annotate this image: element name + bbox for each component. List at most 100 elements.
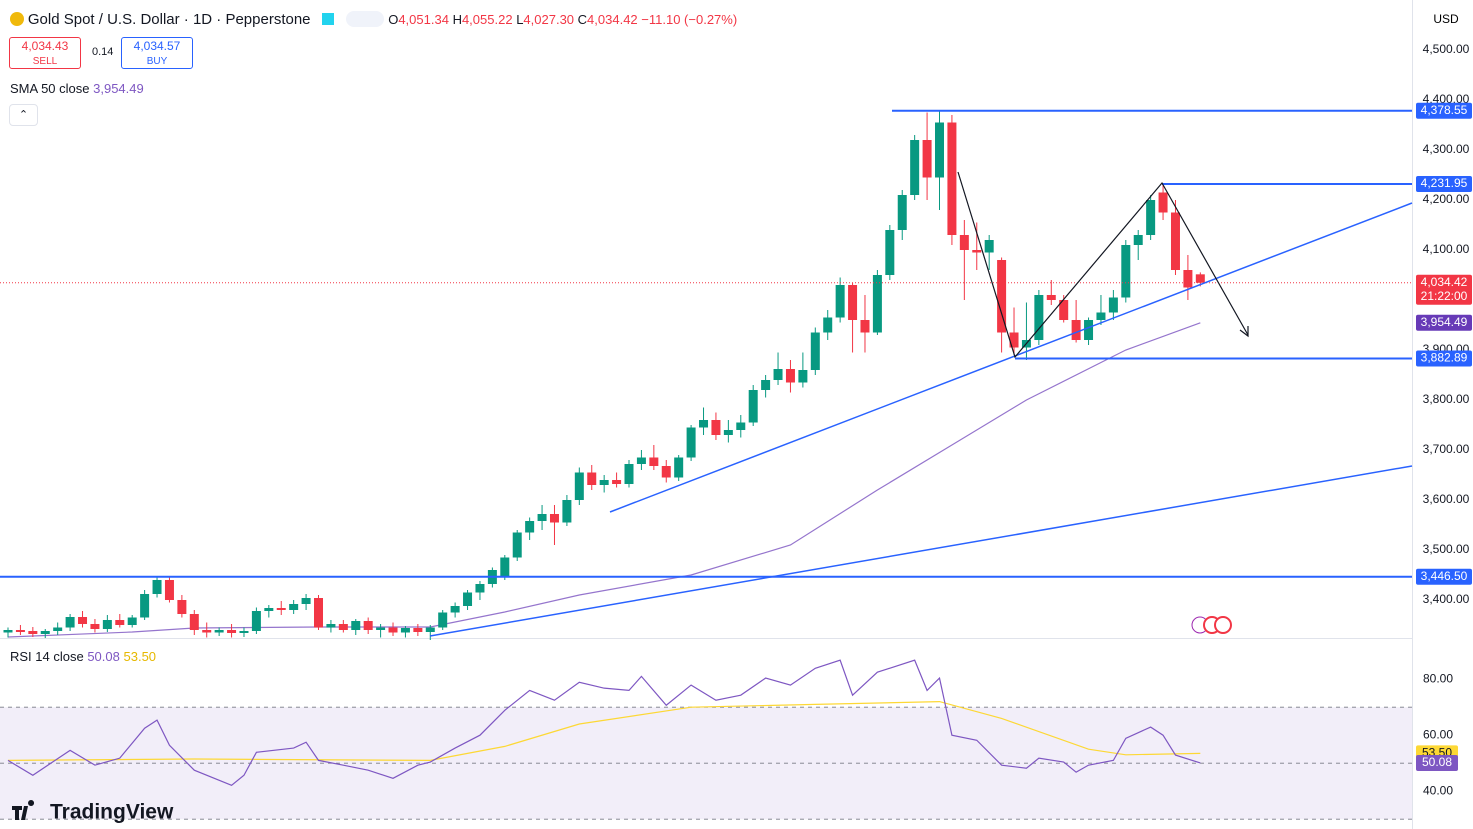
candle-body — [1071, 320, 1081, 340]
candle-body — [922, 140, 932, 178]
current-price-bg — [1416, 274, 1472, 305]
pattern-line — [957, 171, 1249, 359]
candle-body — [376, 627, 386, 630]
brand-logo: TradingView — [12, 800, 174, 824]
rsi-value: 50.08 — [87, 649, 120, 664]
ohlc-letter: O — [388, 12, 399, 27]
candle-body — [649, 457, 659, 466]
flag-icon — [322, 13, 335, 25]
candle-body — [587, 472, 597, 485]
candle-body — [400, 628, 410, 633]
y-tick-label: 3,400.00 — [1423, 592, 1470, 606]
sell-label: SELL — [32, 56, 58, 67]
candle-body — [1195, 274, 1205, 283]
candle-body — [525, 521, 535, 533]
buy-button[interactable]: 4,034.57 BUY — [121, 37, 193, 69]
candle-body — [711, 420, 721, 435]
candle-body — [624, 464, 634, 484]
candle-body — [562, 500, 572, 523]
y-tick-label: 4,100.00 — [1423, 242, 1470, 256]
level-label: 4,231.95 — [1421, 176, 1468, 190]
candle-body — [959, 235, 969, 250]
candle-body — [463, 592, 473, 606]
currency[interactable]: USD — [1433, 12, 1459, 26]
candle-body — [612, 480, 622, 484]
arrow-head — [1239, 326, 1249, 338]
rsi-ma-line — [7, 700, 1201, 762]
candle-body — [326, 624, 336, 628]
rsi-tick-label: 40.00 — [1423, 783, 1453, 797]
candle-body — [239, 631, 249, 633]
candle-body — [674, 457, 684, 478]
candle-body — [1084, 320, 1094, 340]
sell-price: 4,034.43 — [21, 39, 69, 53]
candle-body — [15, 630, 25, 632]
candle-body — [823, 317, 833, 333]
sma-label: 3,954.49 — [1421, 315, 1468, 329]
sma-legend[interactable]: SMA 50 close 3,954.49 — [10, 81, 144, 96]
rsi-label-bg — [1416, 754, 1458, 771]
y-tick-label: 3,800.00 — [1423, 392, 1470, 406]
rsi-label: 50.08 — [1422, 755, 1452, 769]
buy-label: BUY — [146, 56, 168, 67]
candle-body — [860, 320, 870, 333]
candle-body — [872, 275, 882, 333]
candle-body — [65, 617, 75, 628]
event-icon[interactable] — [1214, 616, 1232, 634]
level-label-bg — [1416, 350, 1472, 367]
trend-line — [429, 465, 1413, 637]
candle-body — [748, 390, 758, 423]
candle-body — [773, 369, 783, 380]
candle-body — [78, 617, 88, 624]
level-label-bg — [1416, 102, 1472, 119]
candle-body — [475, 584, 485, 593]
ohlc-letter: L — [516, 12, 524, 27]
candle-body — [202, 630, 212, 633]
candle-body — [1158, 192, 1168, 213]
candle-body — [251, 611, 261, 631]
logo-mark — [12, 800, 35, 820]
collapse-button[interactable]: ⌃ — [9, 104, 38, 126]
candle-body — [736, 422, 746, 430]
candle-body — [1121, 245, 1131, 298]
candle-body — [102, 620, 112, 629]
sma-line — [7, 322, 1201, 638]
level-label-bg — [1416, 568, 1472, 585]
candle-body — [438, 612, 448, 628]
candle-body — [935, 122, 944, 178]
rsi-legend[interactable]: RSI 14 close 50.08 53.50 — [10, 649, 156, 664]
candle-body — [425, 627, 435, 632]
trend-line — [609, 202, 1413, 513]
y-tick-label: 4,300.00 — [1423, 142, 1470, 156]
ohlc-value: 4,034.42 — [587, 12, 638, 27]
status-icons — [346, 11, 385, 27]
ohlc: O4,051.34 H4,055.22 L4,027.30 C4,034.42 … — [388, 12, 737, 27]
candle-body — [140, 594, 150, 618]
rsi-ma-value: 53.50 — [123, 649, 157, 664]
y-tick-label: 4,500.00 — [1423, 42, 1470, 56]
rsi-tick-label: 60.00 — [1423, 727, 1453, 741]
candle-body — [1133, 235, 1143, 245]
candle-body — [351, 621, 361, 630]
sma-value: 3,954.49 — [93, 81, 144, 96]
candle-body — [636, 457, 646, 464]
candle-body — [848, 285, 858, 320]
candle-body — [537, 514, 547, 521]
candle-body — [686, 427, 696, 458]
y-tick-label: 4,200.00 — [1423, 192, 1470, 206]
candle-body — [997, 260, 1007, 333]
candle-body — [798, 370, 808, 383]
candle-body — [699, 420, 709, 428]
title[interactable]: Gold Spot / U.S. Dollar · 1D · Peppersto… — [27, 11, 311, 28]
candle-body — [885, 230, 895, 275]
candle-body — [810, 332, 820, 370]
candle-body — [314, 598, 323, 628]
candle-body — [127, 617, 137, 625]
candle-body — [723, 430, 733, 435]
candle-body — [549, 514, 559, 523]
candle-body — [115, 620, 125, 625]
level-label-bg — [1416, 176, 1472, 193]
sell-button[interactable]: 4,034.43 SELL — [9, 37, 81, 69]
candle-body — [1183, 270, 1193, 288]
sma-title: SMA 50 close — [10, 81, 90, 96]
